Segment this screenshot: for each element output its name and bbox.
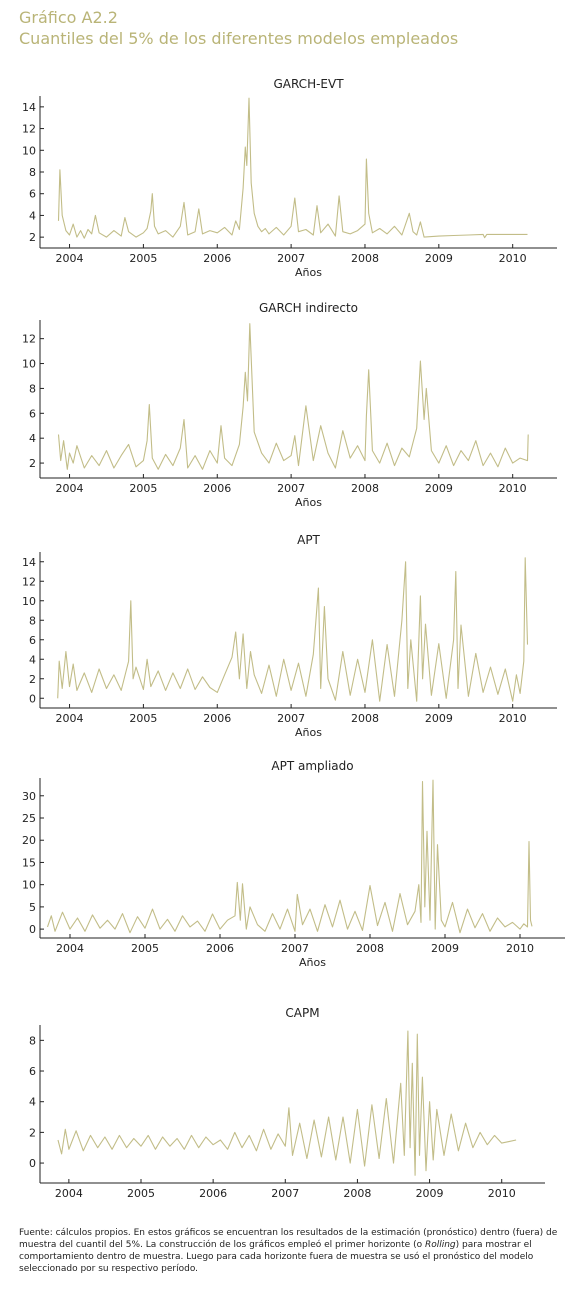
x-tick-label: 2009 (431, 942, 459, 955)
footnote-text-b: ) para mostrar el comportamiento dentro … (19, 1240, 534, 1274)
y-tick-label: 4 (29, 432, 36, 445)
chart-title-garch-evt: GARCH-EVT (273, 77, 344, 91)
y-tick-label: 12 (22, 123, 36, 136)
x-axis-label-apt-ampliado: Años (299, 956, 326, 969)
x-tick-label: 2010 (499, 252, 527, 265)
chart-svg-apt-ampliado: APT ampliado 0 5 10 15 20 25 30 2004 2005 2006 2007… (22, 759, 565, 969)
chart-panel-garch-indirecto: GARCH indirecto 2 4 6 8 10 12 2004 2005 2006 2007 2… (0, 298, 575, 518)
y-tick-label: 30 (22, 790, 36, 803)
y-tick-label: 2 (29, 673, 36, 686)
x-tick-label: 2009 (425, 712, 453, 725)
x-tick-label: 2010 (499, 712, 527, 725)
y-tick-label: 12 (22, 333, 36, 346)
x-tick-label: 2006 (203, 712, 231, 725)
y-tick-label: 8 (29, 614, 36, 627)
x-tick-label: 2008 (351, 482, 379, 495)
x-tick-label: 2009 (416, 1187, 444, 1200)
series-line-garch-evt (57, 97, 528, 239)
x-tick-label: 2010 (506, 942, 534, 955)
x-tick-label: 2004 (56, 712, 84, 725)
chart-panel-apt-ampliado: APT ampliado 0 5 10 15 20 25 30 2004 2005 2006 2007… (0, 759, 575, 980)
chart-svg-garch-indirecto: GARCH indirecto 2 4 6 8 10 12 2004 2005 2006 2007 2… (22, 301, 557, 509)
y-tick-label: 0 (29, 923, 36, 936)
series-line-apt (57, 557, 529, 702)
x-tick-label: 2004 (56, 482, 84, 495)
x-axis-label-apt: Años (295, 726, 322, 739)
chart-title-apt: APT (297, 533, 320, 547)
x-tick-label: 2009 (425, 252, 453, 265)
x-tick-label: 2005 (129, 252, 157, 265)
chart-svg-garch-evt: GARCH-EVT 2 4 6 8 10 12 14 2004 2005 2006 2007 2008 2… (22, 77, 557, 279)
y-tick-label: 15 (22, 856, 36, 869)
x-tick-label: 2005 (131, 942, 159, 955)
series-line-apt-ampliado (46, 779, 533, 934)
y-tick-label: 4 (29, 209, 36, 222)
y-tick-label: 6 (29, 1065, 36, 1078)
x-tick-label: 2009 (425, 482, 453, 495)
y-tick-label: 10 (22, 144, 36, 157)
y-tick-label: 8 (29, 166, 36, 179)
y-tick-label: 6 (29, 188, 36, 201)
y-tick-label: 0 (29, 692, 36, 705)
chart-svg-capm: CAPM 0 2 4 6 8 2004 2005 2006 2007 2008 2009 2010 (29, 1006, 545, 1200)
x-tick-label: 2006 (203, 482, 231, 495)
x-tick-label: 2007 (271, 1187, 299, 1200)
y-tick-label: 8 (29, 1034, 36, 1047)
chart-panel-garch-evt: GARCH-EVT 2 4 6 8 10 12 14 2004 2005 2006 2007 2008 2… (0, 68, 575, 288)
chart-svg-apt: APT 0 2 4 6 8 10 12 14 2004 2005 2006 2007 2008 2009 20… (22, 533, 557, 739)
y-tick-label: 8 (29, 382, 36, 395)
y-tick-label: 10 (22, 358, 36, 371)
y-tick-label: 4 (29, 1096, 36, 1109)
y-tick-label: 2 (29, 231, 36, 244)
x-tick-label: 2010 (499, 482, 527, 495)
x-axis-label-garch-indirecto: Años (295, 496, 322, 509)
x-tick-label: 2006 (206, 942, 234, 955)
chart-panel-apt: APT 0 2 4 6 8 10 12 14 2004 2005 2006 2007 2008 2009 20… (0, 530, 575, 750)
x-tick-label: 2005 (129, 482, 157, 495)
x-tick-label: 2004 (56, 252, 84, 265)
chart-panel-capm: CAPM 0 2 4 6 8 2004 2005 2006 2007 2008 2009 2010 (0, 1005, 575, 1215)
x-axis-label-garch-evt: Años (295, 266, 322, 279)
y-tick-label: 0 (29, 1157, 36, 1170)
chart-title-garch-indirecto: GARCH indirecto (259, 301, 358, 315)
y-tick-label: 20 (22, 834, 36, 847)
x-tick-label: 2007 (281, 942, 309, 955)
x-tick-label: 2005 (129, 712, 157, 725)
footnote: Fuente: cálculos propios. En estos gráfi… (19, 1227, 564, 1275)
x-tick-label: 2004 (56, 942, 84, 955)
y-tick-label: 5 (29, 901, 36, 914)
y-tick-label: 2 (29, 457, 36, 470)
footnote-text-a: Fuente: cálculos propios. En estos gráfi… (19, 1228, 558, 1250)
x-tick-label: 2004 (55, 1187, 83, 1200)
x-tick-label: 2007 (277, 482, 305, 495)
series-line-garch-indirecto (57, 323, 529, 470)
figure-label: Gráfico A2.2 (19, 8, 118, 27)
figure-title: Cuantiles del 5% de los diferentes model… (19, 29, 459, 48)
y-tick-label: 14 (22, 101, 36, 114)
x-tick-label: 2008 (356, 942, 384, 955)
x-tick-label: 2006 (199, 1187, 227, 1200)
y-tick-label: 4 (29, 653, 36, 666)
x-tick-label: 2008 (351, 712, 379, 725)
y-tick-label: 2 (29, 1126, 36, 1139)
y-tick-label: 25 (22, 812, 36, 825)
x-tick-label: 2006 (203, 252, 231, 265)
x-tick-label: 2007 (277, 712, 305, 725)
y-tick-label: 6 (29, 634, 36, 647)
footnote-italic: Rolling (424, 1240, 456, 1250)
x-tick-label: 2005 (127, 1187, 155, 1200)
y-tick-label: 10 (22, 879, 36, 892)
series-line-capm (57, 1030, 517, 1176)
x-tick-label: 2008 (351, 252, 379, 265)
y-tick-label: 10 (22, 595, 36, 608)
x-tick-label: 2007 (277, 252, 305, 265)
y-tick-label: 12 (22, 575, 36, 588)
x-tick-label: 2010 (488, 1187, 516, 1200)
y-tick-label: 14 (22, 556, 36, 569)
chart-title-capm: CAPM (285, 1006, 319, 1020)
x-tick-label: 2008 (343, 1187, 371, 1200)
chart-title-apt-ampliado: APT ampliado (271, 759, 353, 773)
y-tick-label: 6 (29, 407, 36, 420)
